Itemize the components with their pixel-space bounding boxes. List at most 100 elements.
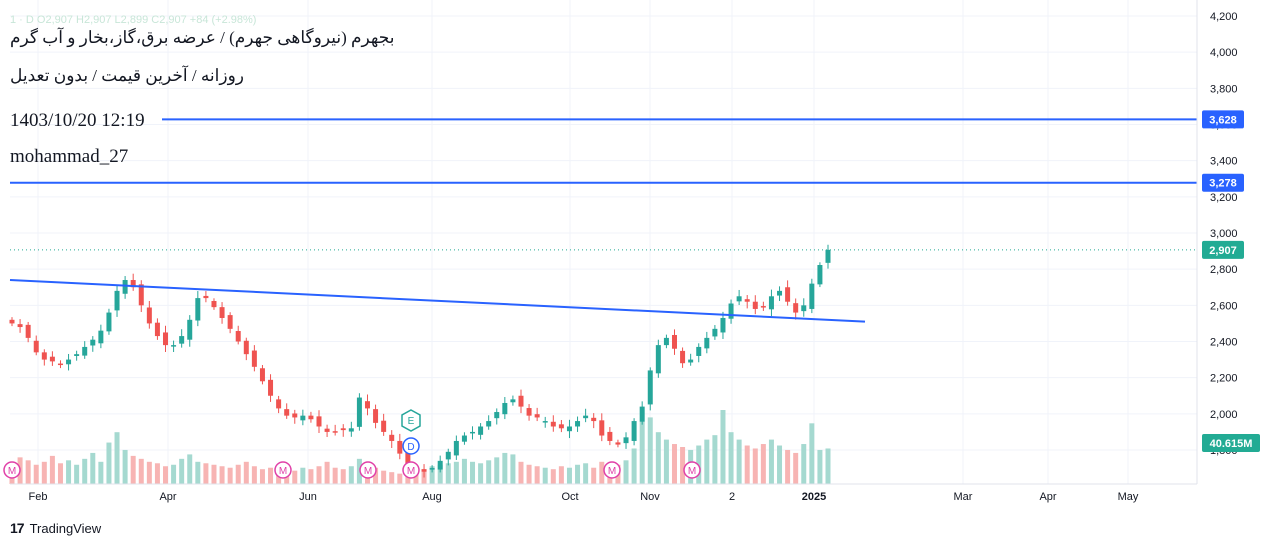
dividend-d-marker-icon[interactable]: [402, 437, 420, 455]
candle-body: [478, 426, 484, 435]
candle-body: [66, 359, 72, 365]
volume-bar: [793, 452, 799, 484]
candle-body: [138, 284, 144, 306]
candle-body: [768, 296, 774, 310]
candle-body: [389, 434, 395, 441]
candle-body: [324, 428, 330, 432]
time-tick-label: Nov: [640, 491, 660, 503]
volume-bar: [259, 469, 265, 484]
line-price-badge-bg: [1202, 110, 1244, 129]
event-markers[interactable]: M M M M M M E D: [3, 409, 701, 479]
price-badges: 3,628 3,278 2,907 40.615M: [1202, 110, 1260, 452]
candle-body: [130, 280, 136, 288]
candle-body: [171, 345, 177, 347]
candle-body: [57, 363, 63, 366]
volume-bar: [381, 470, 387, 484]
candle-body: [558, 424, 564, 429]
dividend-marker-icon[interactable]: [359, 461, 377, 479]
volume-bar: [494, 457, 500, 484]
time-axis[interactable]: Feb Apr Jun Aug Oct Nov 2 2025 Mar Apr May: [29, 491, 1139, 503]
trendline[interactable]: [9, 279, 866, 323]
volume-bar: [389, 472, 395, 484]
marker-label: M: [279, 466, 287, 477]
time-tick-label: May: [1118, 491, 1139, 503]
volume-bar: [623, 460, 629, 484]
price-axis[interactable]: 4,2004,0003,8003,6003,4003,2003,0002,800…: [1210, 11, 1238, 457]
line-price-badge-bg: [1202, 173, 1244, 192]
volume-bar: [486, 460, 492, 484]
volume-bar: [211, 464, 217, 484]
price-tick-label: 2,000: [1210, 409, 1238, 421]
author-name: mohammad_27: [10, 146, 129, 167]
candle-body: [445, 451, 451, 460]
dividend-marker-icon[interactable]: [402, 461, 420, 479]
candle-body: [615, 442, 621, 445]
horizontal-lines[interactable]: [10, 118, 1197, 251]
candle-body: [187, 319, 193, 340]
dividend-marker-icon[interactable]: [274, 461, 292, 479]
time-tick-label: Apr: [159, 491, 176, 503]
volume-bar: [332, 467, 338, 484]
candle-body: [680, 350, 686, 364]
volume-bar: [308, 469, 314, 484]
time-tick-label: 2: [729, 491, 735, 503]
candle-body: [526, 408, 532, 416]
candle-body: [785, 287, 791, 302]
volume-bar: [461, 458, 467, 484]
volume-bar: [744, 445, 750, 484]
volume-bar: [292, 470, 298, 484]
volume-bar: [57, 463, 63, 484]
volume-bar: [41, 461, 47, 484]
candle-body: [429, 468, 435, 470]
candle-body: [146, 307, 152, 324]
volume-bar: [453, 461, 459, 484]
candle-body: [41, 352, 47, 360]
dividend-marker-icon[interactable]: [683, 461, 701, 479]
volume-bar: [671, 444, 677, 484]
volume-bar: [98, 461, 104, 484]
candle-body: [486, 421, 492, 427]
candle-body: [817, 265, 823, 285]
marker-label: M: [8, 466, 16, 477]
dividend-marker-icon[interactable]: [3, 461, 21, 479]
volume-bar: [542, 467, 548, 484]
candle-body: [744, 299, 750, 302]
candle-body: [122, 280, 128, 294]
trendline-segment[interactable]: [9, 279, 866, 323]
volume-bar: [704, 439, 710, 484]
candle-body: [373, 409, 379, 423]
price-tick-label: 2,600: [1210, 300, 1238, 312]
volume-bar: [639, 421, 645, 484]
candle-body: [437, 460, 443, 470]
candle-body: [421, 469, 427, 472]
price-tick-label: 2,400: [1210, 337, 1238, 349]
volume-bar: [340, 469, 346, 484]
candle-body: [74, 354, 80, 356]
price-tick-label: 2,200: [1210, 373, 1238, 385]
grid: [10, 0, 1197, 484]
candle-body: [340, 428, 346, 431]
earnings-marker-icon[interactable]: [401, 409, 421, 432]
candle-body: [195, 298, 201, 321]
candle-body: [114, 290, 120, 311]
tradingview-footer[interactable]: 17 TradingView: [10, 520, 101, 536]
volume-badge: 40.615M: [1210, 438, 1253, 450]
candle-body: [607, 431, 613, 441]
volume-bar: [235, 464, 241, 484]
candle-body: [211, 300, 217, 308]
volume-bar: [663, 439, 669, 484]
marker-label: M: [608, 466, 616, 477]
dividend-marker-icon[interactable]: [603, 461, 621, 479]
volume-bar: [825, 448, 831, 484]
volume-bar: [655, 432, 661, 484]
volume-bar: [518, 461, 524, 484]
volume-bar: [437, 464, 443, 484]
candle-body: [663, 337, 669, 346]
candle-body: [518, 395, 524, 407]
volume-bar: [146, 461, 152, 484]
candle-body: [9, 319, 15, 324]
candle-body: [647, 370, 653, 405]
volume-bar: [575, 464, 581, 484]
volume-bar: [470, 461, 476, 484]
